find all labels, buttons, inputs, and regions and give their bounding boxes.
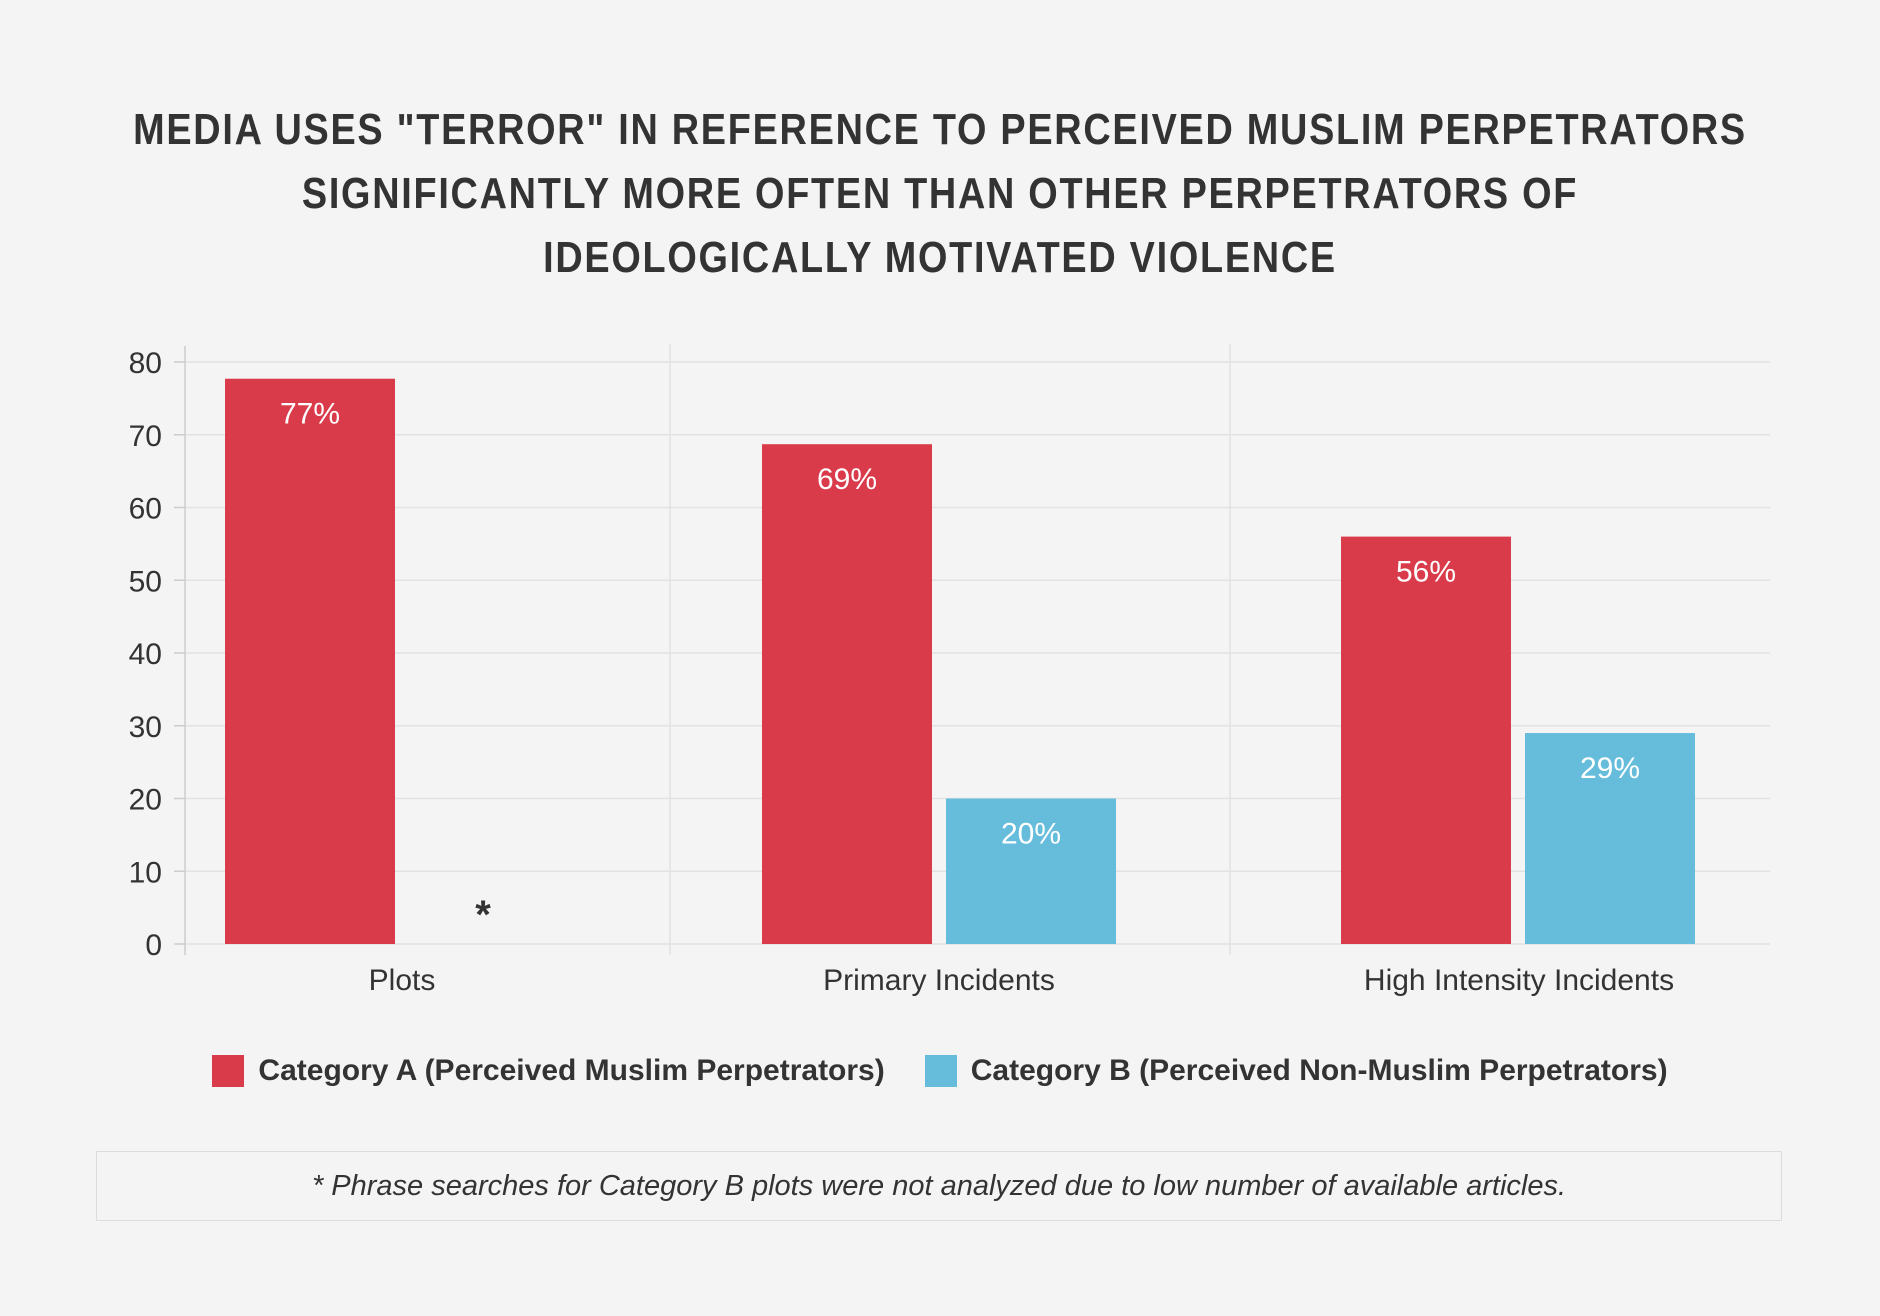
y-tick-label: 10 (129, 856, 162, 889)
legend-label-category-a: Category A (Perceived Muslim Perpetrator… (258, 1054, 885, 1087)
legend-swatch-category-b (924, 1055, 957, 1087)
y-tick-label: 60 (129, 493, 162, 526)
bar-category-b (946, 798, 1116, 944)
bar-data-label: 69% (817, 463, 877, 496)
bar-category-b (1525, 733, 1695, 944)
bar-data-label: 56% (1396, 556, 1456, 589)
bar-category-a (762, 444, 932, 944)
bar-missing-marker: * (475, 893, 491, 937)
bar-data-label: 29% (1580, 752, 1640, 785)
footnote-box: * Phrase searches for Category B plots w… (96, 1151, 1782, 1221)
chart-title-line-2: SIGNIFICANTLY MORE OFTEN THAN OTHER PERP… (301, 169, 1579, 218)
chart-title-line-1: MEDIA USES "TERROR" IN REFERENCE TO PERC… (133, 105, 1747, 154)
x-tick-label: High Intensity Incidents (1364, 964, 1674, 997)
legend-item-category-b: Category B (Perceived Non-Muslim Perpetr… (924, 1054, 1668, 1088)
bar-chart: 0 10 20 30 40 50 60 70 80 Plots 77% * Primary Incide… (129, 344, 1770, 997)
bar-category-a (1341, 536, 1511, 944)
chart-title: MEDIA USES "TERROR" IN REFERENCE TO PERC… (0, 98, 1880, 290)
legend-label-category-b: Category B (Perceived Non-Muslim Perpetr… (970, 1054, 1668, 1087)
y-tick-label: 80 (129, 347, 162, 380)
y-tick-label: 0 (145, 929, 162, 962)
bar-data-label: 77% (280, 398, 340, 431)
legend-swatch-category-a (212, 1055, 245, 1087)
legend-item-category-a: Category A (Perceived Muslim Perpetrator… (212, 1054, 885, 1088)
x-tick-label: Primary Incidents (823, 964, 1055, 997)
chart-legend: Category A (Perceived Muslim Perpetrator… (0, 1054, 1880, 1088)
chart-title-line-3: IDEOLOGICALLY MOTIVATED VIOLENCE (543, 233, 1337, 282)
y-tick-label: 20 (129, 784, 162, 817)
y-tick-label: 30 (129, 711, 162, 744)
bar-data-label: 20% (1001, 818, 1061, 851)
y-tick-label: 70 (129, 420, 162, 453)
footnote-text: * Phrase searches for Category B plots w… (311, 1169, 1567, 1202)
y-tick-label: 50 (129, 565, 162, 598)
bar-category-a (225, 378, 395, 944)
y-tick-label: 40 (129, 638, 162, 671)
x-tick-label: Plots (369, 964, 436, 997)
